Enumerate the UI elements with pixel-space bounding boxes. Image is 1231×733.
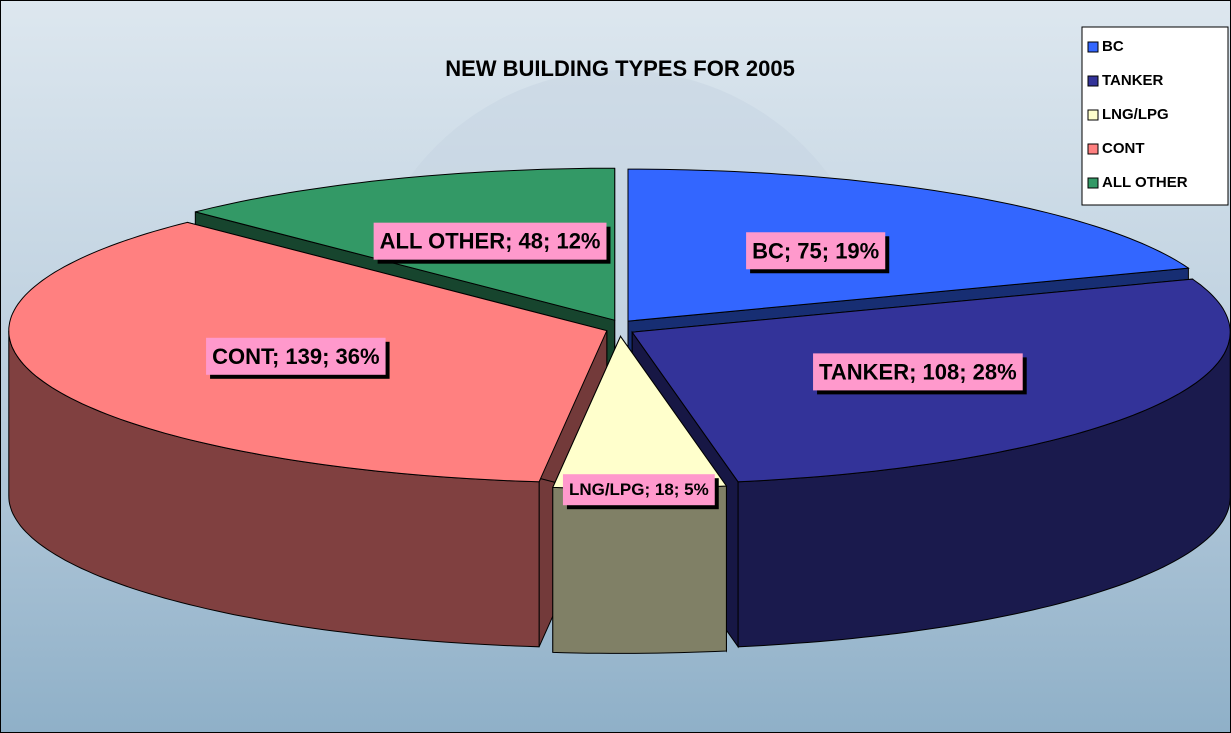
data-label-text: LNG/LPG; 18; 5% xyxy=(569,480,709,499)
label-box xyxy=(813,353,1023,391)
label-box xyxy=(206,337,386,375)
legend-box xyxy=(1081,26,1229,206)
chart-title: NEW BUILDING TYPES FOR 2005 xyxy=(445,56,795,81)
legend-swatch xyxy=(1087,109,1099,121)
data-label: ALL OTHER; 48; 12% xyxy=(373,222,611,264)
slice-side xyxy=(552,485,727,654)
label-box xyxy=(746,232,886,270)
data-label: LNG/LPG; 18; 5% xyxy=(562,474,719,510)
legend: BC TANKER LNG/LPG CONT ALL OTHER xyxy=(1081,26,1229,206)
data-label: BC; 75; 19% xyxy=(746,232,890,274)
legend-label: BC xyxy=(1102,38,1124,55)
data-label: TANKER; 108; 28% xyxy=(813,353,1027,395)
legend-swatch xyxy=(1087,177,1099,189)
data-label-text: TANKER; 108; 28% xyxy=(819,359,1017,384)
label-box xyxy=(373,222,607,260)
legend-label: LNG/LPG xyxy=(1102,106,1169,123)
data-label-text: CONT; 139; 36% xyxy=(212,344,380,369)
legend-label: TANKER xyxy=(1102,72,1164,89)
pie-slice xyxy=(627,168,1190,322)
legend-label: ALL OTHER xyxy=(1102,174,1188,191)
legend-swatch xyxy=(1087,143,1099,155)
legend-swatch xyxy=(1087,41,1099,53)
legend-label: CONT xyxy=(1102,140,1145,157)
legend-swatch xyxy=(1087,75,1099,87)
data-label-text: BC; 75; 19% xyxy=(752,238,879,263)
data-label-text: ALL OTHER; 48; 12% xyxy=(380,229,601,254)
data-label: CONT; 139; 36% xyxy=(206,337,390,379)
label-box xyxy=(562,474,715,506)
